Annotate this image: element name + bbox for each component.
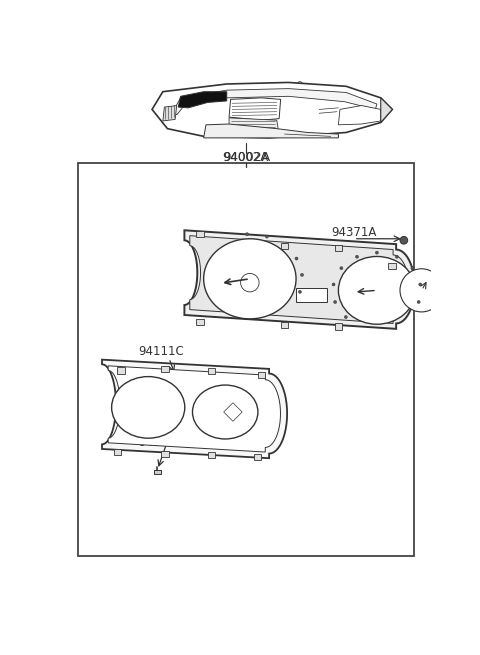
- Bar: [207, 368, 215, 374]
- Circle shape: [299, 290, 301, 293]
- Bar: [296, 288, 327, 302]
- Text: 94002A: 94002A: [223, 151, 269, 164]
- Circle shape: [300, 273, 303, 276]
- Polygon shape: [224, 403, 242, 421]
- Bar: [207, 452, 215, 458]
- Text: 94363A: 94363A: [139, 436, 184, 449]
- Circle shape: [265, 235, 268, 238]
- Text: 94111C: 94111C: [138, 345, 184, 358]
- Polygon shape: [152, 83, 392, 138]
- Bar: [335, 245, 342, 251]
- Text: 94371A: 94371A: [331, 226, 376, 239]
- Bar: [78, 163, 414, 556]
- Bar: [161, 451, 169, 457]
- Ellipse shape: [112, 377, 185, 438]
- Polygon shape: [173, 88, 377, 115]
- Circle shape: [295, 257, 298, 260]
- Ellipse shape: [192, 385, 258, 439]
- Polygon shape: [178, 92, 227, 108]
- Circle shape: [332, 283, 335, 286]
- Bar: [161, 365, 169, 372]
- Bar: [118, 367, 125, 373]
- Polygon shape: [184, 231, 415, 329]
- Ellipse shape: [338, 257, 415, 324]
- Bar: [335, 324, 342, 329]
- Circle shape: [355, 255, 359, 258]
- Circle shape: [419, 283, 422, 286]
- Bar: [281, 322, 288, 328]
- Bar: [196, 231, 204, 237]
- Circle shape: [246, 233, 249, 236]
- Polygon shape: [381, 98, 392, 122]
- Bar: [388, 263, 396, 269]
- Text: 94002A: 94002A: [222, 151, 270, 164]
- Polygon shape: [163, 105, 177, 121]
- Circle shape: [411, 267, 414, 270]
- Bar: [281, 242, 288, 249]
- Ellipse shape: [204, 239, 296, 319]
- Circle shape: [375, 251, 378, 254]
- Polygon shape: [229, 98, 281, 120]
- Circle shape: [344, 316, 348, 318]
- Bar: [254, 454, 262, 460]
- Polygon shape: [229, 118, 278, 130]
- Bar: [154, 470, 161, 474]
- Polygon shape: [108, 365, 280, 452]
- Circle shape: [400, 236, 408, 244]
- Circle shape: [400, 269, 443, 312]
- Circle shape: [283, 244, 286, 247]
- Bar: [258, 372, 265, 378]
- Bar: [196, 319, 204, 325]
- Polygon shape: [204, 124, 338, 138]
- Circle shape: [334, 301, 336, 303]
- Circle shape: [340, 267, 343, 270]
- Bar: [114, 449, 121, 455]
- Polygon shape: [338, 105, 381, 125]
- Circle shape: [417, 301, 420, 303]
- Polygon shape: [190, 236, 409, 324]
- Circle shape: [396, 255, 398, 258]
- Polygon shape: [102, 360, 287, 458]
